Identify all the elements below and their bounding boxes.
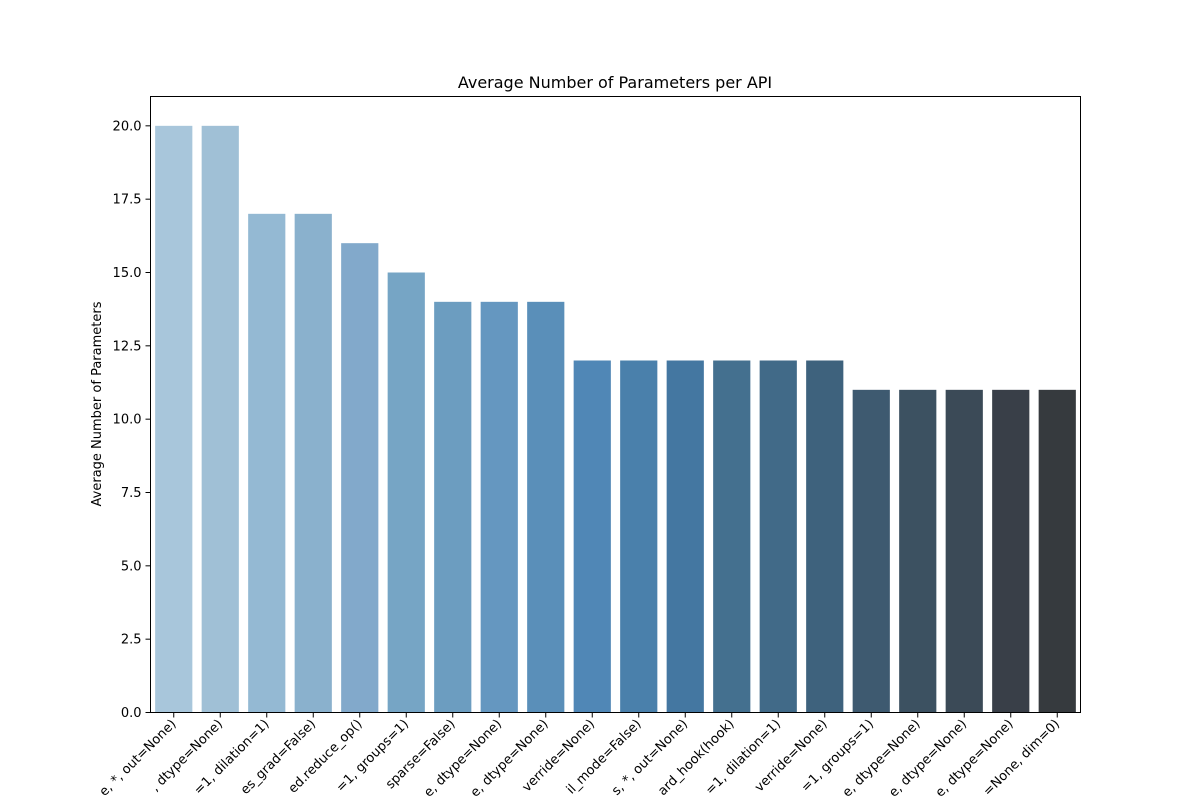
bar	[666, 360, 704, 713]
x-tick-label: e, dtype=None)	[468, 717, 552, 800]
bar	[806, 360, 844, 713]
bar	[527, 301, 565, 713]
bar	[945, 389, 983, 713]
plot-area-frame	[150, 96, 1081, 713]
bar	[899, 389, 937, 713]
y-tick-label: 2.5	[121, 633, 142, 648]
x-ticks-layer: e, *, out=None), dtype=None)=1, dilation…	[97, 712, 1063, 800]
bar	[1038, 389, 1076, 713]
bar	[155, 125, 193, 713]
y-tick-label: 10.0	[113, 413, 142, 428]
x-tick-label: e, dtype=None)	[421, 717, 505, 800]
y-tick-label: 0.0	[121, 706, 142, 721]
x-tick-label: e, dtype=None)	[840, 717, 924, 800]
bars-layer	[155, 125, 1076, 713]
bar	[852, 389, 890, 713]
bar	[201, 125, 239, 713]
x-tick-label: e, dtype=None)	[933, 717, 1017, 800]
y-tick-label: 7.5	[121, 486, 142, 501]
y-tick-label: 12.5	[113, 339, 142, 354]
y-tick-label: 20.0	[113, 119, 142, 134]
x-tick-label: e, dtype=None)	[886, 717, 970, 800]
chart-title: Average Number of Parameters per API	[458, 73, 772, 92]
x-tick-label: e, *, out=None)	[97, 717, 180, 800]
bar	[713, 360, 751, 713]
y-tick-label: 17.5	[113, 193, 142, 208]
bar	[294, 213, 332, 713]
y-tick-label: 5.0	[121, 559, 142, 574]
bar	[992, 389, 1030, 713]
bar	[248, 213, 286, 713]
bar	[387, 272, 425, 713]
bar	[573, 360, 611, 713]
y-ticks-layer: 0.0 2.5 5.0 7.5 10.0 12.5 15.0 17.5 20.0	[113, 119, 151, 721]
bar	[620, 360, 658, 713]
bar	[759, 360, 797, 713]
y-tick-label: 15.0	[113, 266, 142, 281]
bar	[434, 301, 472, 713]
bar	[341, 243, 379, 713]
y-axis-label: Average Number of Parameters	[90, 301, 105, 506]
bar	[480, 301, 518, 713]
